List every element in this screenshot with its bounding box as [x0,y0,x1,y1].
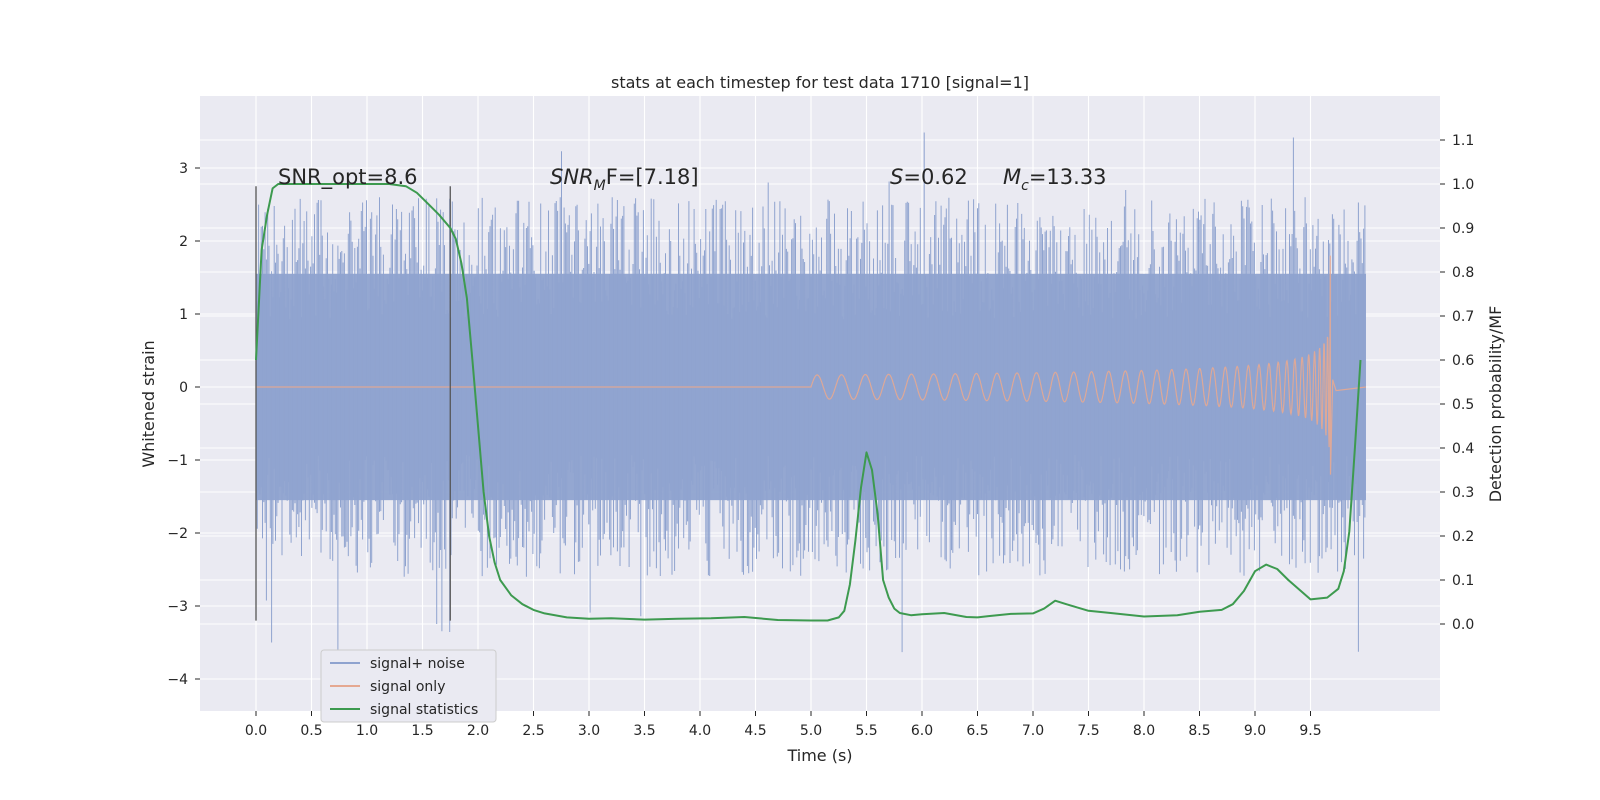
y-right-tick-label: 1.1 [1452,133,1474,149]
y-left-tick-label: −4 [167,672,188,688]
y-right-tick-label: 0.6 [1452,353,1474,369]
chart-title: stats at each timestep for test data 171… [611,73,1029,92]
x-tick-label: 0.0 [245,723,267,739]
y-right-tick-label: 0.8 [1452,265,1474,281]
y-right-tick-label: 0.1 [1452,573,1474,589]
x-tick-label: 8.0 [1133,723,1155,739]
legend-label-signal-plus-noise: signal+ noise [370,656,465,672]
x-tick-label: 1.0 [356,723,378,739]
y-left-tick-label: 3 [179,161,188,177]
y-left-tick-label: −3 [167,599,188,615]
y-left-tick-label: 2 [179,234,188,250]
snr-mf-tail: F=[7.18] [606,165,699,189]
snr-mf-subscript: M [594,178,606,194]
x-tick-label: 4.5 [744,723,766,739]
x-tick-label: 9.5 [1299,723,1321,739]
mc-value: =13.33 [1029,165,1107,189]
x-tick-label: 5.0 [800,723,822,739]
x-tick-label: 3.5 [633,723,655,739]
signal-statistics-line [255,183,1362,622]
x-tick-label: 6.0 [911,723,933,739]
mc-subscript: c [1021,178,1029,194]
annotation-snr-opt: SNR_opt=8.6 [278,165,418,190]
x-tick-label: 2.5 [522,723,544,739]
x-tick-label: 1.5 [411,723,433,739]
x-tick-label: 8.5 [1188,723,1210,739]
legend-label-signal-statistics: signal statistics [370,702,478,718]
x-tick-label: 4.0 [689,723,711,739]
series-signal-only [256,255,1367,475]
y-right-tick-label: 0.4 [1452,441,1474,457]
series-signal-statistics [255,183,1362,622]
legend-box [320,649,497,723]
s-value: =0.62 [903,165,967,189]
y-right-tick-label: 0.5 [1452,397,1474,413]
annotation-snr-mf: SNRMF=[7.18] [550,165,699,194]
y-right-tick-label: 0.7 [1452,309,1474,325]
annotation-s: S=0.62 [890,165,968,189]
x-tick-label: 0.5 [300,723,322,739]
x-tick-label: 3.0 [578,723,600,739]
y-left-tick-label: 1 [179,307,188,323]
x-tick-label: 7.0 [1022,723,1044,739]
mc-main: M [1003,165,1021,189]
snr-mf-main: SNR [550,165,594,189]
legend: signal+ noise signal only signal statist… [320,649,497,723]
x-axis-label: Time (s) [786,746,852,765]
y-right-tick-label: 0.0 [1452,617,1474,633]
x-tick-label: 2.0 [467,723,489,739]
y-right-tick-label: 0.3 [1452,485,1474,501]
x-tick-label: 7.5 [1077,723,1099,739]
signal-chirp-line [256,255,1367,475]
time-markers [255,186,451,621]
x-tick-label: 5.5 [855,723,877,739]
legend-label-signal-only: signal only [370,679,445,695]
s-label: S [890,165,903,189]
axis-ticks: 0.0 0.5 1.0 1.5 2.0 2.5 3.0 3.5 4.0 4.5 5.0 5.5 6.0 6… [167,133,1474,739]
y-right-tick-label: 0.9 [1452,221,1474,237]
y-right-tick-label: 1.0 [1452,177,1474,193]
y-axis-label-left: Whitened strain [139,340,158,467]
y-left-tick-label: −2 [167,526,188,542]
x-tick-label: 9.0 [1244,723,1266,739]
y-axis-label-right: Detection probability/MF [1486,306,1505,503]
y-left-tick-label: −1 [167,453,188,469]
y-right-tick-label: 0.2 [1452,529,1474,545]
y-left-tick-label: 0 [179,380,188,396]
x-tick-label: 6.5 [966,723,988,739]
annotation-mc: Mc=13.33 [1003,165,1107,194]
